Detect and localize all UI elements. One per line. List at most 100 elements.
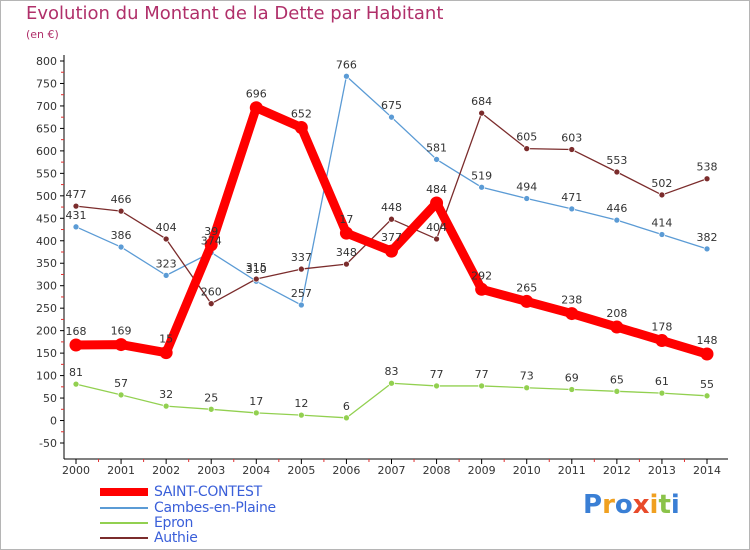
data-point-cambes-en-plaine-2008 bbox=[433, 156, 440, 163]
data-point-cambes-en-plaine-2001 bbox=[117, 243, 125, 251]
data-point-cambes-en-plaine-2002 bbox=[162, 272, 170, 279]
data-point-saint-contest-2003 bbox=[204, 238, 218, 252]
data-point-authie-2002 bbox=[162, 235, 170, 243]
legend-item-cambes-en-plaine: Cambes-en-Plaine bbox=[100, 500, 360, 516]
data-point-authie-2004 bbox=[252, 275, 260, 283]
data-label-cambes-en-plaine-2011: 471 bbox=[561, 191, 582, 204]
data-point-saint-contest-2013 bbox=[655, 334, 669, 348]
data-point-saint-contest-2004 bbox=[249, 101, 263, 115]
data-label-epron-2005: 12 bbox=[294, 397, 308, 410]
data-point-saint-contest-2007 bbox=[385, 244, 398, 258]
data-point-cambes-en-plaine-2012 bbox=[613, 216, 621, 224]
axes: -50 0 50 100 150 200 250 300 350 400 450 500 550 600 6… bbox=[36, 55, 728, 477]
data-point-cambes-en-plaine-2009 bbox=[478, 183, 485, 191]
data-label-saint-contest-2005: 652 bbox=[291, 108, 312, 121]
data-label-epron-2013: 61 bbox=[655, 375, 669, 388]
x-tick-label-2004: 2004 bbox=[242, 464, 270, 477]
x-tick-label-2014: 2014 bbox=[693, 464, 721, 477]
data-label-epron-2014: 55 bbox=[700, 378, 714, 391]
data-label-authie-2010: 605 bbox=[516, 131, 537, 144]
data-point-saint-contest-2011 bbox=[565, 307, 579, 321]
data-point-saint-contest-2010 bbox=[520, 294, 534, 308]
data-point-epron-2008 bbox=[433, 382, 440, 390]
data-point-cambes-en-plaine-2014 bbox=[703, 245, 711, 253]
data-label-cambes-en-plaine-2007: 675 bbox=[381, 99, 402, 112]
legend-label-authie: Authie bbox=[154, 530, 198, 546]
data-label-authie-2001: 466 bbox=[111, 193, 132, 206]
data-point-cambes-en-plaine-2010 bbox=[523, 195, 531, 202]
data-point-cambes-en-plaine-2006 bbox=[343, 72, 350, 80]
data-label-saint-contest-2006: 17 bbox=[339, 213, 353, 226]
data-label-cambes-en-plaine-2013: 414 bbox=[651, 216, 672, 229]
data-label-saint-contest-2008: 484 bbox=[426, 183, 447, 196]
y-tick-label: 550 bbox=[36, 167, 57, 180]
data-point-saint-contest-2002 bbox=[159, 346, 173, 360]
data-point-authie-2007 bbox=[388, 215, 395, 223]
x-tick-label-2007: 2007 bbox=[378, 464, 406, 477]
legend-item-epron: Epron bbox=[100, 515, 360, 531]
data-label-authie-2004: 315 bbox=[246, 261, 267, 274]
data-point-authie-2000 bbox=[72, 202, 80, 210]
data-point-authie-2012 bbox=[613, 168, 621, 176]
logo-letter: x bbox=[632, 490, 650, 520]
data-point-epron-2003 bbox=[207, 405, 215, 413]
y-tick-label: 500 bbox=[36, 190, 57, 203]
data-point-saint-contest-2005 bbox=[294, 121, 308, 135]
x-tick-label-2009: 2009 bbox=[468, 464, 496, 477]
data-label-cambes-en-plaine-2002: 323 bbox=[156, 257, 177, 270]
x-tick-label-2012: 2012 bbox=[603, 464, 631, 477]
series-authie bbox=[72, 109, 711, 308]
data-point-authie-2005 bbox=[298, 265, 305, 273]
y-tick-label: 300 bbox=[36, 280, 57, 293]
data-point-saint-contest-2009 bbox=[475, 282, 489, 296]
data-label-epron-2007: 83 bbox=[385, 365, 399, 378]
data-point-epron-2014 bbox=[703, 392, 711, 400]
data-label-epron-2000: 81 bbox=[69, 366, 83, 379]
chart-subtitle: (en €) bbox=[26, 28, 59, 41]
data-point-saint-contest-2001 bbox=[114, 338, 128, 352]
data-label-authie-2013: 502 bbox=[651, 177, 672, 190]
data-label-saint-contest-2002: 15 bbox=[159, 333, 173, 346]
legend-item-saint-contest: SAINT-CONTEST bbox=[100, 484, 360, 500]
data-label-authie-2012: 553 bbox=[606, 154, 627, 167]
data-point-epron-2007 bbox=[388, 379, 395, 387]
data-label-authie-2009: 684 bbox=[471, 95, 492, 108]
data-label-authie-2014: 538 bbox=[697, 161, 718, 174]
data-label-saint-contest-2003: 39 bbox=[204, 225, 218, 238]
data-label-cambes-en-plaine-2003: 374 bbox=[201, 234, 222, 247]
data-label-saint-contest-2010: 265 bbox=[516, 281, 537, 294]
x-tick-label-2003: 2003 bbox=[197, 464, 225, 477]
logo-letter: P bbox=[583, 490, 603, 520]
data-point-authie-2008 bbox=[433, 235, 440, 243]
data-point-epron-2000 bbox=[72, 380, 80, 388]
data-point-saint-contest-2014 bbox=[700, 347, 714, 361]
x-tick-label-2000: 2000 bbox=[62, 464, 90, 477]
data-label-cambes-en-plaine-2001: 386 bbox=[111, 229, 132, 242]
data-label-epron-2004: 17 bbox=[249, 395, 263, 408]
series-epron bbox=[72, 379, 711, 422]
y-tick-label: 0 bbox=[50, 415, 57, 428]
y-tick-label: 650 bbox=[36, 122, 57, 135]
data-point-saint-contest-2008 bbox=[430, 196, 444, 210]
data-label-authie-2006: 348 bbox=[336, 246, 357, 259]
y-tick-label: 350 bbox=[36, 257, 57, 270]
y-tick-label: 400 bbox=[36, 235, 57, 248]
logo-letter: i bbox=[649, 490, 659, 520]
data-label-epron-2001: 57 bbox=[114, 377, 128, 390]
data-label-authie-2008: 404 bbox=[426, 221, 447, 234]
y-tick-label: -50 bbox=[39, 437, 57, 450]
data-point-cambes-en-plaine-2011 bbox=[568, 205, 576, 213]
logo-letter: i bbox=[670, 490, 680, 520]
y-tick-label: 450 bbox=[36, 212, 57, 225]
x-tick-label-2011: 2011 bbox=[558, 464, 586, 477]
data-point-epron-2010 bbox=[523, 384, 531, 392]
data-point-cambes-en-plaine-2013 bbox=[658, 231, 666, 238]
data-point-saint-contest-2006 bbox=[339, 226, 353, 240]
data-point-epron-2001 bbox=[117, 391, 125, 399]
y-tick-label: 250 bbox=[36, 302, 57, 315]
data-label-cambes-en-plaine-2012: 446 bbox=[606, 202, 627, 215]
data-label-cambes-en-plaine-2000: 431 bbox=[66, 209, 87, 222]
y-tick-label: 50 bbox=[43, 392, 57, 405]
chart-title: Evolution du Montant de la Dette par Hab… bbox=[26, 3, 444, 24]
